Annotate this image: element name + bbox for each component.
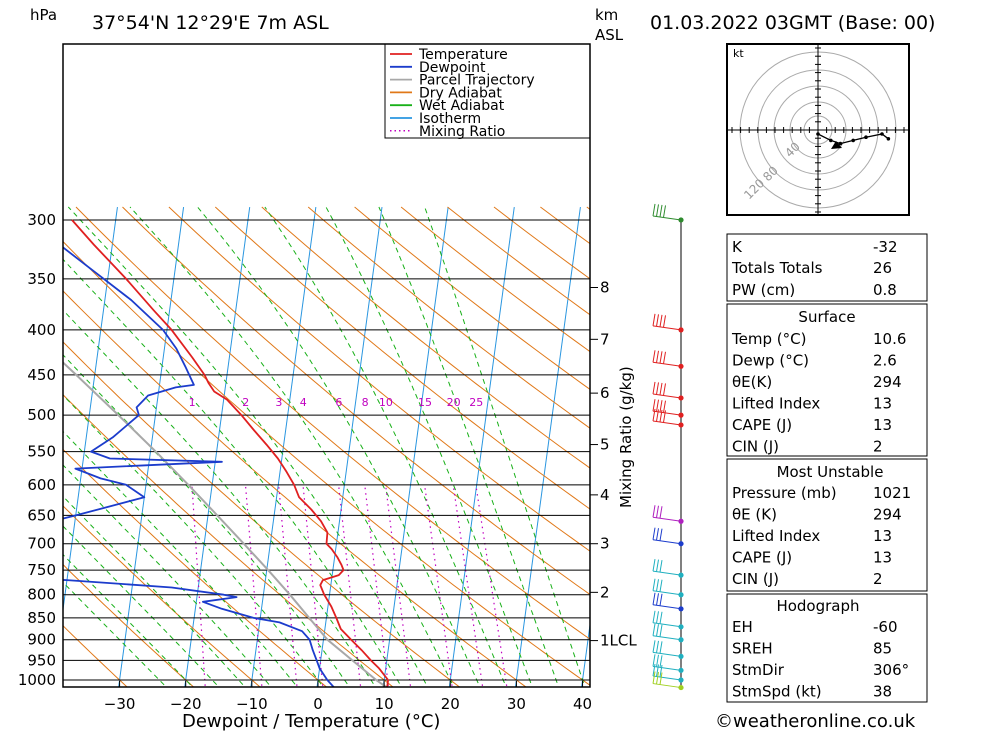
height-unit-asl: ASL — [595, 26, 624, 44]
temperature-tick-label: 40 — [573, 695, 592, 713]
surface-row-value: 2 — [873, 438, 883, 456]
datetime-title: 01.03.2022 03GMT (Base: 00) — [650, 12, 935, 34]
surface-row-value: 294 — [873, 373, 902, 391]
hodograph-point — [880, 132, 884, 136]
pressure-tick-label: 900 — [27, 631, 56, 649]
height-tick-label: 1LCL — [600, 632, 637, 650]
pressure-tick-label: 1000 — [18, 671, 56, 689]
surface-row-value: 2.6 — [873, 352, 897, 370]
pressure-tick-label: 500 — [27, 406, 56, 424]
temperature-tick-label: 30 — [507, 695, 526, 713]
pressure-tick-label: 800 — [27, 586, 56, 604]
surface-title: Surface — [798, 308, 855, 326]
hodograph-row-value: 85 — [873, 640, 892, 658]
hodograph-point — [887, 137, 891, 141]
pressure-tick-label: 700 — [27, 535, 56, 553]
surface-row-label: Dewp (°C) — [732, 352, 809, 370]
pressure-tick-label: 550 — [27, 443, 56, 461]
hodograph-unit: kt — [733, 47, 744, 60]
height-tick-label: 2 — [600, 583, 610, 601]
most-unstable-row-label: θE (K) — [732, 506, 777, 524]
mixing-ratio-label: 20 — [447, 396, 461, 409]
most-unstable-row-value: 1021 — [873, 484, 911, 502]
pressure-tick-label: 350 — [27, 270, 56, 288]
pressure-tick-label: 300 — [27, 211, 56, 229]
height-tick-label: 6 — [600, 384, 610, 402]
height-tick-label: 5 — [600, 436, 610, 454]
credit-text: ©weatheronline.co.uk — [715, 711, 916, 732]
k-value: -32 — [873, 238, 898, 256]
mixing-ratio-label: 10 — [379, 396, 393, 409]
surface-row-label: Lifted Index — [732, 395, 820, 413]
hodograph-row-label: StmDir — [732, 661, 785, 679]
surface-row-label: Temp (°C) — [731, 330, 806, 348]
totals-value: 26 — [873, 259, 892, 277]
most-unstable-row-value: 13 — [873, 549, 892, 567]
hodograph-title: Hodograph — [776, 597, 859, 615]
mixing-ratio-axis-label: Mixing Ratio (g/kg) — [617, 366, 635, 508]
legend-label: Mixing Ratio — [419, 124, 505, 140]
most-unstable-row-label: CAPE (J) — [732, 549, 792, 567]
pressure-tick-label: 950 — [27, 651, 56, 669]
pressure-tick-label: 650 — [27, 506, 56, 524]
surface-row-value: 13 — [873, 416, 892, 434]
mixing-ratio-label: 8 — [362, 396, 369, 409]
hodograph-row-value: 38 — [873, 683, 892, 701]
height-tick-label: 4 — [600, 486, 610, 504]
most-unstable-title: Most Unstable — [777, 463, 884, 481]
pressure-tick-label: 750 — [27, 561, 56, 579]
surface-row-label: θE(K) — [732, 373, 772, 391]
height-unit-km: km — [595, 6, 618, 24]
totals-label: Totals Totals — [731, 259, 823, 277]
hodograph-point — [816, 132, 820, 136]
pressure-tick-label: 850 — [27, 609, 56, 627]
most-unstable-row-value: 294 — [873, 506, 902, 524]
mixing-ratio-label: 1 — [189, 396, 196, 409]
most-unstable-row-value: 13 — [873, 527, 892, 545]
x-axis-label: Dewpoint / Temperature (°C) — [182, 711, 440, 732]
mixing-ratio-label: 2 — [242, 396, 249, 409]
hodograph-point — [851, 139, 855, 143]
mixing-ratio-label: 3 — [275, 396, 282, 409]
temperature-tick-label: −30 — [104, 695, 136, 713]
mixing-ratio-label: 25 — [469, 396, 483, 409]
hodograph-row-label: StmSpd (kt) — [732, 683, 822, 701]
surface-row-label: CIN (J) — [732, 438, 779, 456]
hodograph-point — [864, 135, 868, 139]
mixing-ratio-label: 6 — [335, 396, 342, 409]
pressure-tick-label: 400 — [27, 321, 56, 339]
height-tick-label: 3 — [600, 535, 610, 553]
hodograph-row-label: SREH — [732, 640, 773, 658]
surface-row-value: 10.6 — [873, 330, 906, 348]
pressure-tick-label: 600 — [27, 476, 56, 494]
hodograph-row-value: -60 — [873, 618, 898, 636]
hodograph-row-label: EH — [732, 618, 753, 636]
temperature-tick-label: 20 — [441, 695, 460, 713]
pressure-unit: hPa — [30, 6, 57, 24]
surface-row-value: 13 — [873, 395, 892, 413]
mixing-ratio-label: 4 — [300, 396, 307, 409]
most-unstable-row-label: CIN (J) — [732, 570, 779, 588]
k-label: K — [732, 238, 743, 256]
pw-label: PW (cm) — [732, 281, 795, 299]
height-tick-label: 7 — [600, 330, 610, 348]
surface-row-label: CAPE (J) — [732, 416, 792, 434]
pressure-tick-label: 450 — [27, 366, 56, 384]
height-tick-label: 8 — [600, 278, 610, 296]
mixing-ratio-label: 15 — [418, 396, 432, 409]
hodograph-point — [829, 139, 833, 143]
location-title: 37°54'N 12°29'E 7m ASL — [92, 12, 329, 34]
most-unstable-row-label: Lifted Index — [732, 527, 820, 545]
most-unstable-row-value: 2 — [873, 570, 883, 588]
most-unstable-row-label: Pressure (mb) — [732, 484, 837, 502]
pw-value: 0.8 — [873, 281, 897, 299]
hodograph-row-value: 306° — [873, 661, 909, 679]
